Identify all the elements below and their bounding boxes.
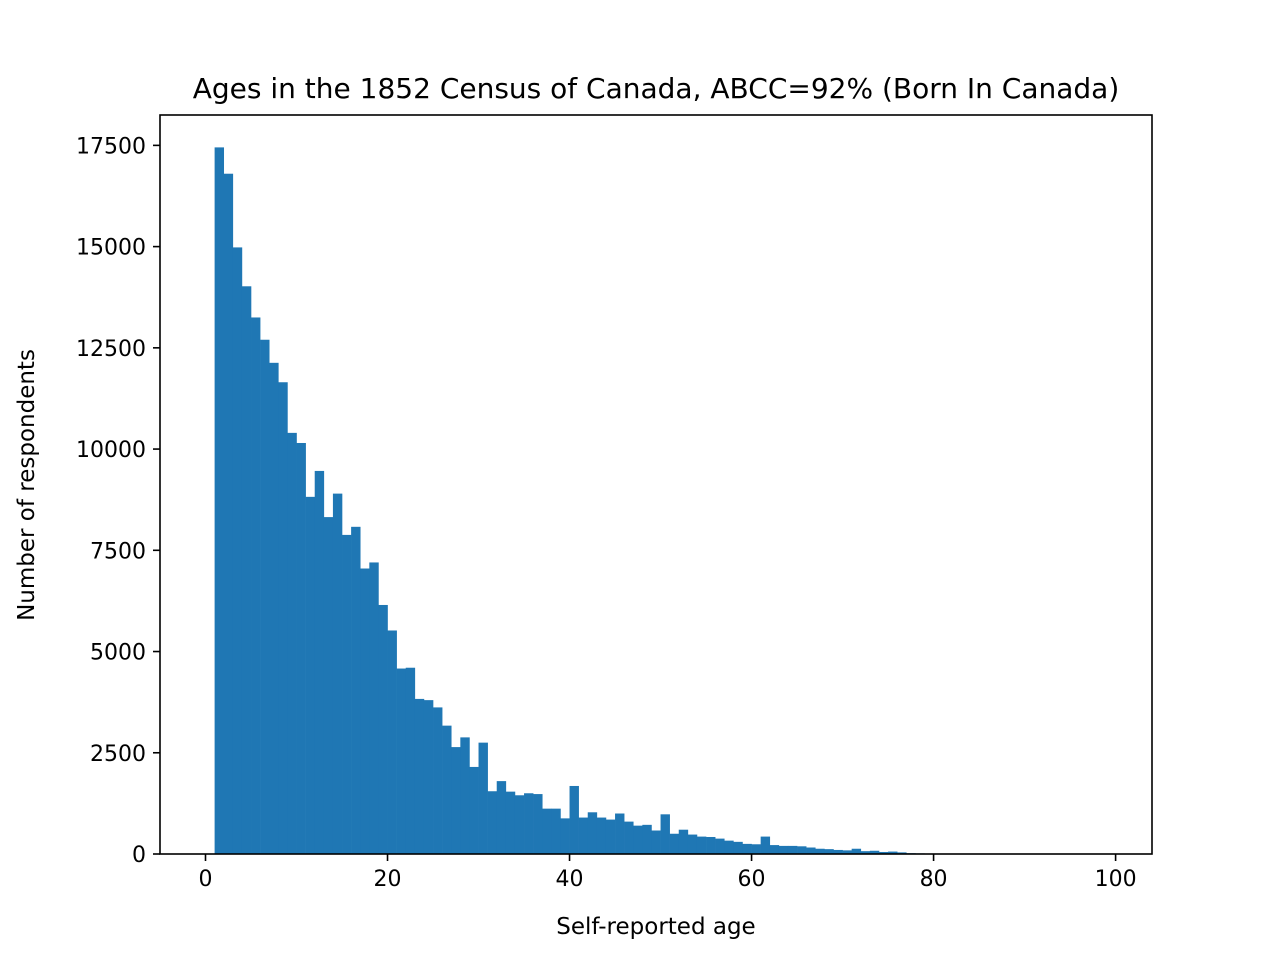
histogram-bar	[287, 432, 297, 854]
histogram-bar	[542, 808, 552, 854]
histogram-bar	[533, 794, 543, 854]
histogram-bar	[696, 836, 707, 854]
histogram-bar	[760, 836, 771, 854]
y-tick-label: 10000	[76, 438, 146, 463]
histogram-bar	[824, 849, 834, 854]
histogram-bar	[378, 604, 388, 854]
histogram-bar	[405, 667, 416, 854]
histogram-bar	[451, 747, 461, 854]
histogram-bar	[223, 173, 234, 855]
histogram-bar	[487, 791, 498, 854]
histogram-bar	[551, 808, 561, 854]
histogram-bar	[669, 833, 680, 854]
x-axis-ticks: 0 20 40 60 80 100	[199, 854, 1137, 892]
histogram-bar	[615, 813, 625, 854]
histogram-bar	[260, 339, 270, 854]
histogram-bar	[360, 568, 370, 854]
bars-group	[214, 147, 1116, 855]
histogram-bar	[633, 825, 643, 854]
histogram-bar	[505, 791, 516, 854]
histogram-bar	[642, 824, 652, 854]
histogram-bar	[751, 844, 761, 854]
y-axis-ticks: 0 2500 5000 7500 10000 12500 15000 17500	[76, 134, 160, 868]
y-axis-label: Number of respondents	[14, 349, 40, 621]
histogram-bar	[442, 725, 452, 854]
histogram-bar	[460, 737, 470, 854]
histogram-bar	[323, 517, 334, 854]
y-tick-label: 2500	[90, 742, 146, 767]
histogram-bar	[897, 852, 907, 854]
histogram-bar	[496, 781, 507, 854]
histogram-bar	[787, 845, 798, 854]
histogram-bar	[869, 850, 880, 854]
histogram-bar	[587, 812, 598, 854]
histogram-bar	[469, 766, 479, 854]
histogram-bar	[687, 834, 698, 854]
histogram-bar	[314, 470, 325, 854]
x-tick-label: 60	[738, 867, 766, 892]
histogram-bar	[833, 849, 843, 854]
histogram-bar	[605, 819, 616, 854]
histogram-bar	[797, 846, 807, 854]
y-tick-label: 7500	[90, 539, 146, 564]
histogram-bar	[888, 851, 898, 854]
histogram-bar	[769, 845, 780, 854]
histogram-bar	[269, 362, 279, 854]
histogram-bar	[806, 847, 816, 854]
histogram-bar	[778, 845, 789, 854]
histogram-bar	[524, 793, 534, 854]
histogram-bar	[296, 442, 306, 854]
histogram-bar	[660, 814, 670, 854]
histogram-bar	[369, 562, 379, 854]
histogram-bar	[423, 700, 434, 854]
histogram-bar	[733, 841, 743, 854]
histogram-bar	[851, 848, 862, 854]
y-tick-label: 15000	[76, 236, 146, 261]
histogram-bar	[278, 382, 288, 854]
histogram-bar	[878, 851, 889, 854]
histogram-bar	[342, 534, 352, 854]
histogram-bar	[578, 817, 589, 854]
histogram-bar	[332, 493, 343, 854]
histogram-bar	[624, 821, 634, 854]
y-tick-label: 0	[132, 843, 146, 868]
histogram-bar	[706, 836, 716, 854]
histogram-bar	[241, 286, 252, 854]
histogram-bar	[560, 818, 570, 854]
histogram-bar	[860, 851, 871, 854]
histogram-bar	[569, 785, 579, 854]
histogram-bar	[514, 795, 525, 854]
histogram-bar	[815, 848, 825, 854]
histogram-bar	[842, 850, 852, 854]
histogram-bar	[387, 630, 397, 854]
x-tick-label: 20	[374, 867, 402, 892]
plot-frame	[159, 114, 1153, 855]
y-tick-label: 12500	[76, 337, 146, 362]
x-tick-label: 80	[920, 867, 948, 892]
y-tick-label: 17500	[76, 134, 146, 159]
histogram-bar	[351, 526, 361, 854]
histogram-bar	[232, 247, 243, 854]
histogram-bar	[596, 817, 607, 854]
histogram-bar	[724, 840, 734, 854]
x-tick-label: 0	[199, 867, 213, 892]
histogram-bar	[414, 698, 425, 854]
histogram-bar	[396, 668, 407, 854]
histogram-bar	[742, 843, 752, 854]
histogram-bar	[715, 838, 725, 854]
histogram-bar	[251, 317, 261, 855]
x-tick-label: 40	[556, 867, 584, 892]
histogram-bar	[478, 742, 488, 854]
histogram-bar	[433, 707, 443, 854]
histogram-bar	[651, 830, 661, 854]
histogram-bar	[678, 829, 689, 854]
x-axis-label: Self-reported age	[556, 914, 755, 940]
y-tick-label: 5000	[90, 641, 146, 666]
histogram-bar	[305, 496, 316, 854]
x-tick-label: 100	[1095, 867, 1137, 892]
chart-title: Ages in the 1852 Census of Canada, ABCC=…	[193, 72, 1120, 105]
histogram-bar	[214, 147, 225, 854]
